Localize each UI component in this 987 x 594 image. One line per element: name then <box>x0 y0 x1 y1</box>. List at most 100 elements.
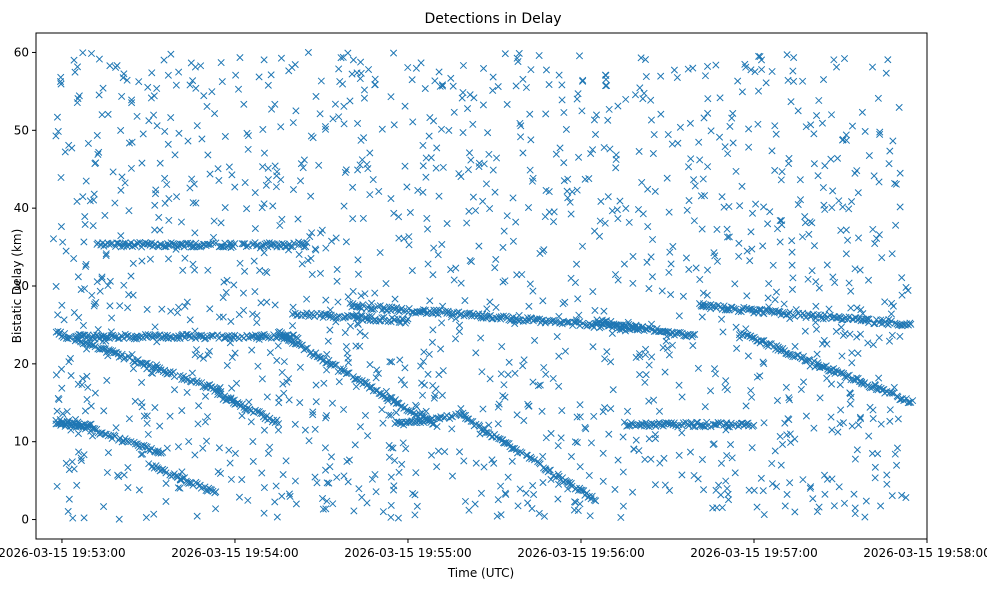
detection-point <box>296 363 304 371</box>
detection-point <box>470 94 478 102</box>
detection-point <box>94 326 102 334</box>
detection-point <box>87 402 95 410</box>
detection-point <box>704 95 712 103</box>
detection-point <box>499 278 507 286</box>
detection-point <box>580 487 588 495</box>
detection-point <box>70 56 78 64</box>
detection-point <box>784 76 792 84</box>
detection-point <box>295 250 303 258</box>
detection-point <box>106 62 114 70</box>
detection-point <box>788 261 796 269</box>
detection-point <box>162 469 170 477</box>
detection-point <box>250 257 258 265</box>
detection-point <box>853 304 861 312</box>
detection-point <box>711 370 720 378</box>
detection-point <box>115 515 123 523</box>
detection-point <box>235 400 243 408</box>
detection-point <box>83 345 91 353</box>
detection-point <box>184 137 192 145</box>
detection-point <box>744 419 752 427</box>
detection-point <box>691 182 699 190</box>
detection-point <box>650 131 658 139</box>
detection-point <box>215 176 223 185</box>
detection-point <box>571 278 579 287</box>
detection-point <box>562 125 570 133</box>
detection-point <box>186 316 194 324</box>
detection-point <box>605 105 613 113</box>
detection-point <box>431 391 439 400</box>
detection-point <box>614 456 622 464</box>
detection-point <box>648 353 656 361</box>
detection-point <box>889 302 897 310</box>
plot-area-frame <box>35 32 928 540</box>
detection-point <box>389 486 398 494</box>
detection-point <box>720 302 728 310</box>
detection-point <box>340 120 348 128</box>
detection-point <box>827 380 836 388</box>
detection-point <box>604 193 612 201</box>
detection-point <box>656 459 664 467</box>
detection-point <box>642 371 650 379</box>
detection-point <box>886 406 894 414</box>
detection-point <box>352 383 360 391</box>
detection-point <box>376 248 384 257</box>
detection-point <box>370 305 379 313</box>
detection-point <box>192 346 201 354</box>
detection-point <box>106 277 114 285</box>
detection-point <box>79 321 87 330</box>
detection-point <box>886 417 894 425</box>
detection-point <box>222 288 230 296</box>
detection-point <box>865 432 873 440</box>
detection-point <box>400 381 409 389</box>
detection-point <box>185 437 193 446</box>
detection-point <box>261 267 269 276</box>
detection-point <box>821 205 829 214</box>
detection-point <box>715 420 723 428</box>
detection-point <box>555 352 563 360</box>
detection-point <box>91 389 99 397</box>
detection-point <box>696 275 704 284</box>
detection-point <box>776 432 784 440</box>
detection-point <box>709 504 717 512</box>
detection-point <box>439 163 447 171</box>
detection-point <box>723 306 731 314</box>
detection-point <box>423 214 431 222</box>
detection-point <box>445 309 454 317</box>
detection-point <box>504 371 512 379</box>
detection-point <box>260 149 269 157</box>
detection-point <box>786 315 794 323</box>
detection-point <box>665 419 673 427</box>
detection-point <box>757 337 765 345</box>
detection-point <box>62 459 70 467</box>
detection-point <box>382 387 390 396</box>
detection-point <box>308 270 316 279</box>
detection-point <box>794 107 802 115</box>
detection-point <box>447 313 455 321</box>
detection-point <box>189 199 197 207</box>
detection-point <box>176 475 184 483</box>
detection-point <box>723 233 732 241</box>
detection-point <box>802 123 810 131</box>
detection-point <box>846 389 854 397</box>
detection-point <box>435 68 443 76</box>
detection-point <box>799 77 807 85</box>
detection-point <box>519 75 527 83</box>
detection-point <box>663 174 671 182</box>
detection-point <box>231 449 239 457</box>
detection-point <box>871 320 879 328</box>
detection-point <box>907 320 915 328</box>
detection-point <box>657 72 665 80</box>
detection-point <box>191 351 199 359</box>
detection-point <box>893 461 901 469</box>
detection-point <box>813 350 821 358</box>
detection-point <box>781 502 789 510</box>
detection-point <box>665 486 674 494</box>
detection-point <box>241 178 249 187</box>
detection-point <box>292 107 300 115</box>
detection-point <box>497 511 505 519</box>
detection-point <box>311 425 319 433</box>
detection-point <box>183 388 191 396</box>
detection-point <box>264 176 272 184</box>
detection-point <box>735 334 744 342</box>
detection-point <box>722 377 730 385</box>
